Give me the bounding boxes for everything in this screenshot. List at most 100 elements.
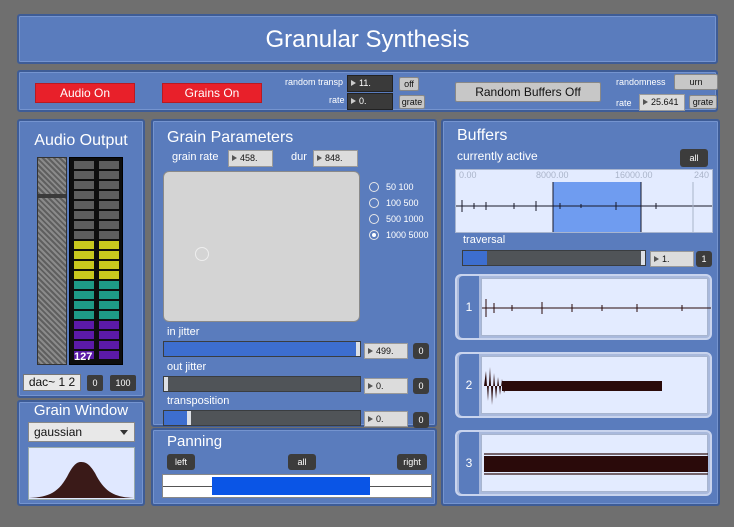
ruler-tick-3: 240	[694, 170, 710, 180]
meter-segment	[74, 341, 94, 349]
gain-slider[interactable]	[37, 157, 67, 365]
meter-segment	[74, 171, 94, 179]
meter-segment	[74, 231, 94, 239]
grains-on-button[interactable]: Grains On	[162, 83, 262, 103]
out-jitter-reset-button[interactable]: 0	[413, 378, 429, 394]
meter-segment	[74, 321, 94, 329]
rate-number[interactable]: 0.	[347, 93, 393, 110]
meter-segment	[99, 181, 119, 189]
selection-region[interactable]	[553, 182, 641, 232]
grain-rate-label: grain rate	[172, 151, 219, 163]
buffers-title: Buffers	[457, 127, 508, 144]
dac-label[interactable]: dac~ 1 2	[23, 374, 81, 391]
radio-label-1000-5000: 1000 5000	[386, 230, 429, 240]
currently-active-label: currently active	[457, 149, 538, 163]
pan-left-button[interactable]: left	[167, 454, 195, 470]
meter-segment	[99, 231, 119, 239]
grain-window-selected: gaussian	[34, 425, 83, 439]
out-jitter-slider[interactable]	[163, 376, 361, 392]
rate2-number[interactable]: 25.641	[639, 94, 685, 111]
audio-on-button[interactable]: Audio On	[35, 83, 135, 103]
meter-bars	[74, 161, 119, 359]
dur-label: dur	[291, 151, 307, 163]
transposition-number[interactable]: 0.	[364, 411, 408, 427]
grain-window-select[interactable]: gaussian	[28, 422, 135, 442]
buffer-slot-1[interactable]: 1	[455, 274, 712, 340]
traversal-slider[interactable]	[462, 250, 646, 266]
meter-segment	[99, 171, 119, 179]
in-jitter-slider[interactable]	[163, 341, 361, 357]
dac-zero-button[interactable]: 0	[87, 375, 103, 391]
pan-right-button[interactable]: right	[397, 454, 427, 470]
meter-segment	[99, 221, 119, 229]
random-transp-toggle[interactable]: off	[399, 77, 419, 91]
radio-500-1000[interactable]	[369, 214, 379, 224]
in-jitter-label: in jitter	[167, 326, 200, 338]
meter-segment	[74, 181, 94, 189]
meter-segment	[74, 271, 94, 279]
pan-range-slider[interactable]	[162, 474, 432, 498]
meter-segment	[99, 331, 119, 339]
meter-segment	[74, 281, 94, 289]
meter-segment	[74, 191, 94, 199]
out-jitter-number[interactable]: 0.	[364, 378, 408, 394]
meter-segment	[74, 201, 94, 209]
rate-grate-button[interactable]: grate	[399, 95, 425, 109]
transposition-reset-button[interactable]: 0	[413, 412, 429, 428]
in-jitter-number[interactable]: 499.	[364, 343, 408, 359]
grain-window-panel: Grain Window gaussian	[17, 400, 145, 506]
meter-segment	[99, 311, 119, 319]
traversal-number[interactable]: 1.	[650, 251, 694, 267]
buffer-slot-3[interactable]: 3	[455, 430, 712, 496]
gaussian-curve	[29, 462, 134, 498]
grain-window-display	[28, 447, 135, 500]
radio-50-100[interactable]	[369, 182, 379, 192]
pan-all-button[interactable]: all	[288, 454, 316, 470]
random-transp-label: random transp	[285, 77, 344, 87]
in-jitter-reset-button[interactable]: 0	[413, 343, 429, 359]
randomness-label: randomness	[616, 77, 666, 87]
app-title: Granular Synthesis	[265, 26, 470, 53]
meter-segment	[74, 331, 94, 339]
meter-segment	[74, 241, 94, 249]
meter-segment	[99, 301, 119, 309]
meter-segment	[74, 221, 94, 229]
grain-window-title: Grain Window	[33, 402, 129, 419]
pan-range-fill[interactable]	[212, 477, 370, 495]
gain-slider-handle[interactable]	[38, 194, 66, 198]
grain-rate-number[interactable]: 458.	[228, 150, 273, 167]
ruler: 0.00 8000.00 16000.00 240	[456, 170, 712, 182]
meter-segment	[74, 261, 94, 269]
radio-label-50-100: 50 100	[386, 182, 414, 192]
rate2-grate-button[interactable]: grate	[689, 95, 717, 109]
radio-label-100-500: 100 500	[386, 198, 419, 208]
buffer-slot-2[interactable]: 2	[455, 352, 712, 418]
buffer-slot-number: 1	[459, 276, 479, 338]
dur-number[interactable]: 848.	[313, 150, 358, 167]
traversal-label: traversal	[463, 234, 506, 246]
meter-segment	[99, 281, 119, 289]
randomness-urn-button[interactable]: urn	[674, 74, 718, 90]
meter-segment	[99, 291, 119, 299]
ruler-tick-2: 16000.00	[615, 170, 653, 180]
random-buffers-button[interactable]: Random Buffers Off	[455, 82, 601, 102]
transposition-slider[interactable]	[163, 410, 361, 426]
radio-1000-5000[interactable]	[369, 230, 379, 240]
meter-segment	[99, 351, 119, 359]
meter-segment	[74, 351, 94, 359]
meter-segment	[99, 201, 119, 209]
active-buffer-display[interactable]: 0.00 8000.00 16000.00 240	[455, 169, 713, 233]
meter-segment	[99, 341, 119, 349]
buffer-3-waveform	[481, 434, 708, 492]
random-transp-number[interactable]: 11.	[347, 75, 393, 92]
xy-pad[interactable]	[163, 171, 360, 322]
traversal-button[interactable]: 1	[696, 251, 712, 267]
chevron-down-icon	[120, 430, 128, 435]
radio-label-500-1000: 500 1000	[386, 214, 424, 224]
radio-100-500[interactable]	[369, 198, 379, 208]
dac-hundred-button[interactable]: 100	[110, 375, 136, 391]
grain-parameters-panel: Grain Parameters grain rate 458. dur 848…	[151, 119, 437, 428]
buffers-all-button[interactable]: all	[680, 149, 708, 167]
xy-pad-cursor[interactable]	[195, 247, 209, 261]
meter-segment	[74, 311, 94, 319]
